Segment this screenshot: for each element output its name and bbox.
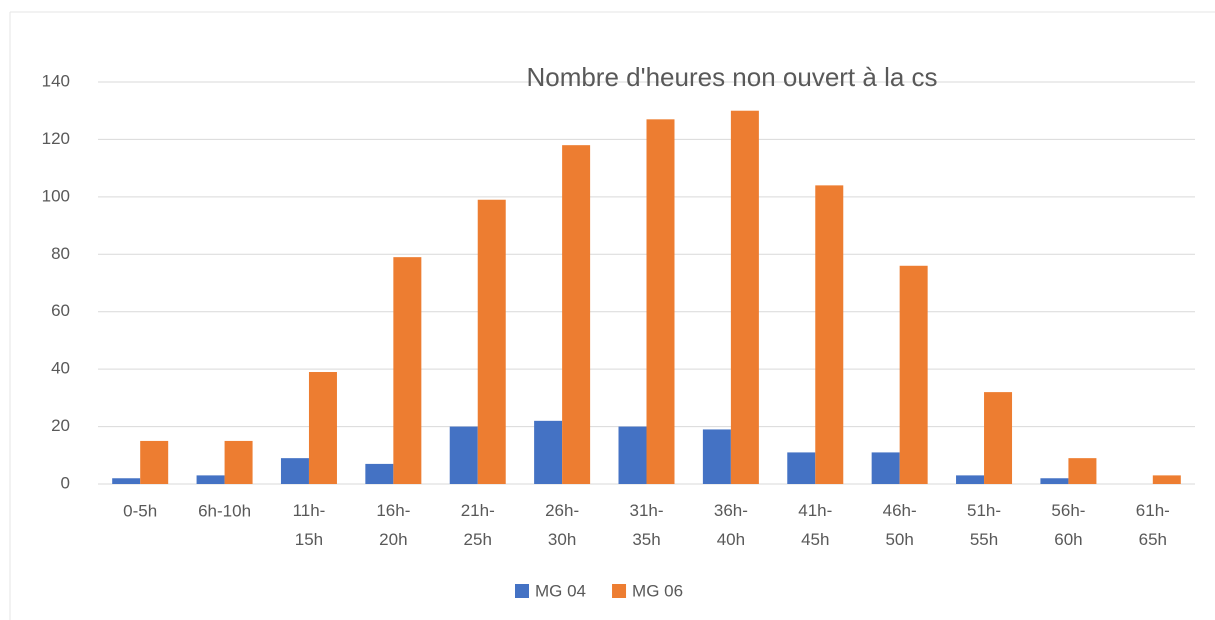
bar bbox=[899, 265, 928, 484]
bar bbox=[956, 475, 985, 484]
bar bbox=[477, 199, 506, 484]
y-tick-label: 0 bbox=[61, 473, 70, 492]
bar bbox=[393, 257, 422, 484]
y-tick-label: 20 bbox=[51, 416, 70, 435]
bar bbox=[871, 452, 900, 484]
bar bbox=[1068, 458, 1097, 484]
x-tick-label: 26h-30h bbox=[545, 501, 579, 549]
bar bbox=[562, 145, 591, 484]
x-tick-label: 46h-50h bbox=[883, 501, 917, 549]
x-tick-label: 21h-25h bbox=[461, 501, 495, 549]
y-tick-label: 40 bbox=[51, 359, 70, 378]
bar bbox=[140, 440, 169, 484]
x-tick-label: 61h-65h bbox=[1136, 501, 1170, 549]
bar bbox=[534, 420, 563, 484]
x-tick-label: 0-5h bbox=[123, 501, 157, 520]
y-tick-label: 100 bbox=[42, 186, 70, 205]
x-tick-label: 11h-15h bbox=[293, 501, 326, 549]
y-tick-label: 80 bbox=[51, 244, 70, 263]
bar bbox=[1152, 475, 1181, 484]
x-tick-label: 6h-10h bbox=[198, 501, 251, 520]
legend-swatch bbox=[612, 584, 627, 598]
x-tick-label: 56h-60h bbox=[1051, 501, 1085, 549]
chart-title: Nombre d'heures non ouvert à la cs bbox=[526, 62, 937, 92]
bar bbox=[280, 458, 309, 484]
bar bbox=[815, 185, 844, 484]
legend-label: MG 04 bbox=[535, 581, 586, 600]
y-tick-label: 140 bbox=[42, 71, 70, 90]
bar bbox=[1040, 478, 1069, 484]
bar bbox=[787, 452, 816, 484]
bar bbox=[196, 475, 225, 484]
y-tick-label: 60 bbox=[51, 301, 70, 320]
x-tick-label: 36h-40h bbox=[714, 501, 748, 549]
x-tick-label: 31h-35h bbox=[629, 501, 663, 549]
bar bbox=[984, 392, 1013, 484]
legend-label: MG 06 bbox=[632, 581, 683, 600]
bar bbox=[702, 429, 731, 484]
legend-swatch bbox=[515, 584, 529, 598]
bar bbox=[730, 110, 759, 484]
bar bbox=[646, 119, 675, 484]
bar bbox=[449, 426, 478, 484]
x-tick-label: 51h-55h bbox=[967, 501, 1001, 549]
y-tick-label: 120 bbox=[42, 129, 70, 148]
bar bbox=[618, 426, 647, 484]
bar bbox=[112, 478, 141, 484]
bar bbox=[308, 372, 337, 484]
bar bbox=[224, 440, 253, 484]
x-tick-label: 41h-45h bbox=[798, 501, 832, 549]
x-tick-label: 16h-20h bbox=[376, 501, 410, 549]
bar bbox=[365, 463, 394, 484]
